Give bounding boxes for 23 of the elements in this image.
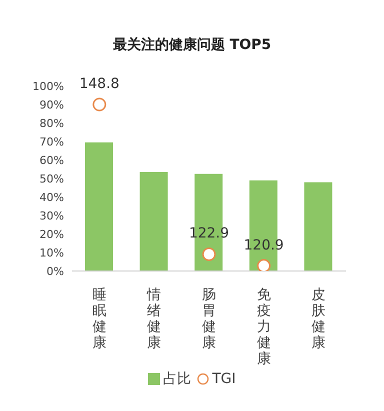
data-label: 148.8	[79, 76, 120, 92]
bar	[304, 182, 332, 271]
x-tick-label: 睡眠健康	[92, 287, 106, 351]
y-tick-label: 60%	[40, 154, 64, 167]
y-tick-label: 10%	[40, 246, 64, 260]
y-tick-label: 40%	[40, 190, 64, 204]
bar	[140, 172, 168, 271]
x-tick-label: 肠胃健康	[202, 287, 216, 351]
y-tick-label: 50%	[40, 172, 64, 186]
y-tick-label: 80%	[40, 116, 64, 130]
y-tick-label: 20%	[40, 228, 64, 241]
chart-title: 最关注的健康问题 TOP5	[112, 36, 272, 55]
legend-label: 占比	[163, 370, 192, 388]
bar	[85, 142, 113, 271]
y-tick-label: 30%	[40, 209, 64, 222]
x-tick-label: 皮肤健康	[312, 287, 326, 351]
y-tick-label: 0%	[46, 264, 64, 278]
x-tick-label: 情绪健康	[146, 287, 162, 351]
y-tick-label: 100%	[32, 80, 64, 93]
y-tick-label: 70%	[40, 135, 64, 148]
y-tick-label: 90%	[40, 98, 64, 112]
x-tick-label: 免疫力健康	[256, 287, 271, 367]
legend-label: TGI	[212, 371, 236, 387]
